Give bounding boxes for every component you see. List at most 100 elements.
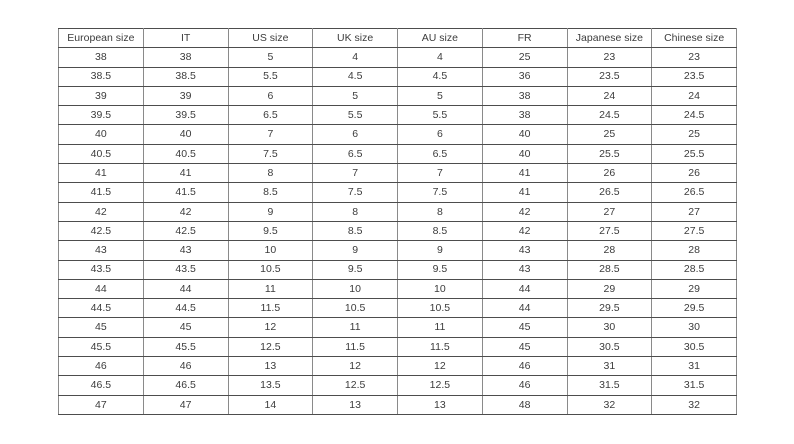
table-cell: 27.5	[651, 220, 737, 242]
table-cell: 24.5	[651, 105, 737, 126]
table-cell: 6	[227, 85, 314, 107]
table-cell: 30.5	[651, 336, 737, 358]
table-cell: 38	[481, 85, 568, 107]
table-cell: 38	[58, 47, 144, 68]
table-cell: 9.5	[397, 259, 483, 280]
table-cell: 6.5	[312, 143, 398, 165]
table-cell: 29.5	[651, 298, 737, 319]
table-cell: 28.5	[651, 259, 737, 280]
table-row: 44.5 44.5 11.5 10.5 10.5 44 29.5 29.5	[58, 298, 737, 319]
table-cell: 41.5	[58, 182, 144, 203]
table-cell: 4	[397, 47, 483, 68]
table-cell: 28	[651, 240, 737, 261]
column-header-us-size: US size	[227, 27, 314, 49]
table-cell: 41.5	[142, 182, 229, 203]
table-cell: 9	[227, 201, 314, 222]
table-row: 44 44 11 10 10 44 29 29	[58, 278, 737, 300]
table-cell: 40.5	[142, 143, 229, 165]
table-cell: 31.5	[566, 375, 653, 396]
table-cell: 13	[397, 394, 483, 415]
table-row: 42 42 9 8 8 42 27 27	[58, 201, 737, 222]
table-row: 41.5 41.5 8.5 7.5 7.5 41 26.5 26.5	[58, 182, 737, 203]
table-cell: 29	[651, 278, 737, 300]
table-cell: 46	[142, 356, 229, 377]
table-cell: 25	[651, 124, 737, 145]
table-cell: 8.5	[312, 220, 398, 242]
table-cell: 39	[142, 85, 229, 107]
table-cell: 27.5	[566, 220, 653, 242]
table-cell: 45	[58, 317, 144, 338]
table-row: 46.5 46.5 13.5 12.5 12.5 46 31.5 31.5	[58, 375, 737, 396]
table-cell: 39.5	[58, 105, 144, 126]
table-cell: 7	[397, 163, 483, 184]
table-container: European size IT US size UK size AU size FR Ja…	[58, 27, 737, 415]
table-cell: 10	[397, 278, 483, 300]
table-cell: 38.5	[58, 66, 144, 87]
table-cell: 46	[58, 356, 144, 377]
table-cell: 45	[481, 336, 568, 358]
table-row: 40.5 40.5 7.5 6.5 6.5 40 25.5 25.5	[58, 143, 737, 165]
table-row: 42.5 42.5 9.5 8.5 8.5 42 27.5 27.5	[58, 220, 737, 242]
table-cell: 12	[227, 317, 314, 338]
table-cell: 12.5	[227, 336, 314, 358]
table-cell: 12.5	[312, 375, 398, 396]
table-cell: 29	[566, 278, 653, 300]
table-cell: 44.5	[142, 298, 229, 319]
table-cell: 10	[227, 240, 314, 261]
table-cell: 14	[227, 394, 314, 415]
table-cell: 6	[312, 124, 398, 145]
table-cell: 5.5	[227, 66, 314, 87]
table-cell: 25.5	[651, 143, 737, 165]
table-cell: 25.5	[566, 143, 653, 165]
table-cell: 11.5	[227, 298, 314, 319]
table-cell: 41	[58, 163, 144, 184]
table-cell: 11	[397, 317, 483, 338]
table-cell: 32	[651, 394, 737, 415]
table-cell: 26	[566, 163, 653, 184]
table-cell: 43	[58, 240, 144, 261]
shoe-size-conversion-table: European size IT US size UK size AU size FR Ja…	[58, 27, 737, 415]
table-cell: 26.5	[566, 182, 653, 203]
table-cell: 24.5	[566, 105, 653, 126]
table-cell: 41	[142, 163, 229, 184]
table-cell: 30	[566, 317, 653, 338]
table-cell: 8.5	[397, 220, 483, 242]
table-cell: 40	[481, 143, 568, 165]
table-cell: 9	[312, 240, 398, 261]
table-cell: 27	[651, 201, 737, 222]
table-cell: 45	[481, 317, 568, 338]
table-row: 45 45 12 11 11 45 30 30	[58, 317, 737, 338]
table-cell: 5	[227, 47, 314, 68]
table-cell: 43	[481, 240, 568, 261]
table-cell: 7	[312, 163, 398, 184]
table-cell: 10	[312, 278, 398, 300]
table-cell: 27	[566, 201, 653, 222]
table-cell: 30	[651, 317, 737, 338]
table-cell: 9.5	[227, 220, 314, 242]
table-cell: 12.5	[397, 375, 483, 396]
table-cell: 23	[651, 47, 737, 68]
table-cell: 46	[481, 375, 568, 396]
table-cell: 28.5	[566, 259, 653, 280]
table-cell: 13	[227, 356, 314, 377]
table-cell: 23	[566, 47, 653, 68]
table-row: 38 38 5 4 4 25 23 23	[58, 47, 737, 68]
table-cell: 4.5	[397, 66, 483, 87]
table-cell: 45.5	[142, 336, 229, 358]
table-cell: 42	[142, 201, 229, 222]
table-cell: 7.5	[397, 182, 483, 203]
table-cell: 42.5	[58, 220, 144, 242]
table-cell: 8	[312, 201, 398, 222]
table-row: 38.5 38.5 5.5 4.5 4.5 36 23.5 23.5	[58, 66, 737, 87]
table-cell: 11.5	[397, 336, 483, 358]
table-cell: 42	[481, 201, 568, 222]
table-cell: 38.5	[142, 66, 229, 87]
table-cell: 24	[651, 85, 737, 107]
table-cell: 44	[481, 278, 568, 300]
table-cell: 5.5	[312, 105, 398, 126]
column-header-uk-size: UK size	[312, 27, 398, 49]
table-cell: 44	[481, 298, 568, 319]
table-cell: 10.5	[227, 259, 314, 280]
table-cell: 7.5	[227, 143, 314, 165]
table-cell: 40	[58, 124, 144, 145]
